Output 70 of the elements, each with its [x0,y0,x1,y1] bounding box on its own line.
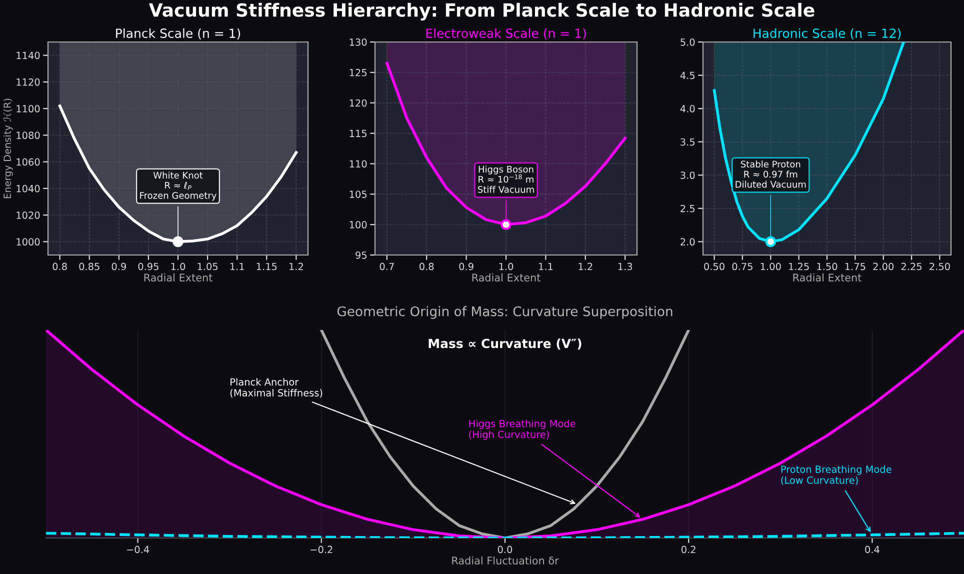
x-tick-label: 0.8 [420,262,434,270]
chart-title: Hadronic Scale (n = 12) [754,28,901,40]
annotation: Mass ∝ Curvature (V″) [428,338,582,350]
text: Vacuum Stiffness Hierarchy: From Planck Scale to Hadronic Scale [148,2,814,20]
x-tick-label: 0.8 [52,262,67,270]
x-tick-label: 1.1 [539,262,553,270]
x-tick-label: 0.7 [380,262,394,270]
y-tick-label: 1100 [16,105,40,112]
chart-title: Planck Scale (n = 1) [116,28,240,40]
chart-title: Geometric Origin of Mass: Curvature Superposition [337,306,672,319]
y-tick-label: 115 [350,130,367,138]
y-tick-label: 120 [350,99,367,107]
x-tick-label: 1.3 [618,262,632,270]
x-tick-label: −0.2 [310,546,332,554]
x-tick-label: 1.1 [230,262,244,270]
y-tick-label: 1000 [16,238,40,246]
y-tick-label: 95 [356,251,367,259]
y-tick-label: 2.0 [680,238,695,246]
x-tick-label: 1.25 [789,262,809,270]
annotation: Proton Breathing Mode (Low Curvature) [781,465,892,486]
y-tick-label: 130 [350,38,367,46]
x-tick-label: 0.50 [704,262,724,270]
x-tick-label: 0.0 [498,546,512,554]
x-axis-title: Radial Extent [144,273,212,282]
x-tick-label: 1.50 [817,262,838,270]
annotation: Stable Proton R ≈ 0.97 fm Diluted Vacuum [736,160,806,188]
x-axis-title: Radial Fluctuation δr [452,556,559,564]
x-tick-label: 1.2 [578,262,592,270]
y-tick-label: 105 [350,190,367,198]
x-tick-label: 1.75 [845,262,866,270]
x-tick-label: 1.0 [171,262,186,270]
y-tick-label: 110 [350,160,367,168]
x-tick-label: 0.75 [732,262,752,270]
x-tick-label: 1.2 [290,262,303,270]
x-tick-label: 0.95 [138,262,158,270]
x-tick-label: 0.85 [79,262,100,270]
x-tick-label: 2.00 [873,262,894,270]
annotation: White Knot R ≈ ℓ$_{P}$ Frozen Geometry [140,172,216,201]
x-tick-label: 0.9 [459,262,474,270]
x-axis-title: Radial Extent [793,273,862,282]
y-tick-label: 125 [350,68,367,76]
y-axis-title: Energy Density ℋ(R) [3,98,13,198]
x-tick-label: 2.50 [930,262,950,270]
y-tick-label: 4.0 [680,105,695,112]
y-tick-label: 1040 [16,184,40,192]
x-tick-label: 1.15 [256,262,277,270]
x-tick-label: 0.9 [112,262,126,270]
y-tick-label: 1060 [16,158,40,166]
y-tick-label: 4.5 [680,72,695,80]
chart-title: Electroweak Scale (n = 1) [426,28,586,40]
x-tick-label: 1.0 [499,262,514,270]
y-tick-label: 100 [350,221,367,228]
y-tick-label: 3.0 [680,172,695,179]
x-tick-label: 1.05 [198,262,218,270]
x-axis-title: Radial Extent [472,273,540,282]
y-tick-label: 1120 [16,78,40,86]
y-tick-label: 1140 [16,52,40,60]
x-tick-label: 0.2 [682,546,696,554]
y-tick-label: 3.5 [680,138,695,146]
y-tick-label: 1020 [16,212,40,219]
x-tick-label: 2.25 [901,262,922,270]
y-tick-label: 5.0 [680,38,695,46]
annotation: Higgs Breathing Mode (High Curvature) [469,420,576,440]
annotation: Planck Anchor (Maximal Stiffness) [230,378,322,398]
y-tick-label: 1080 [16,132,40,140]
x-tick-label: 0.4 [865,546,880,554]
y-tick-label: 2.5 [680,204,695,212]
x-tick-label: −0.4 [127,546,150,554]
annotation: Higgs Boson R ≈ 10$^{−18}$ m Stiff Vacuum [478,166,534,193]
x-tick-label: 1.00 [760,262,781,270]
